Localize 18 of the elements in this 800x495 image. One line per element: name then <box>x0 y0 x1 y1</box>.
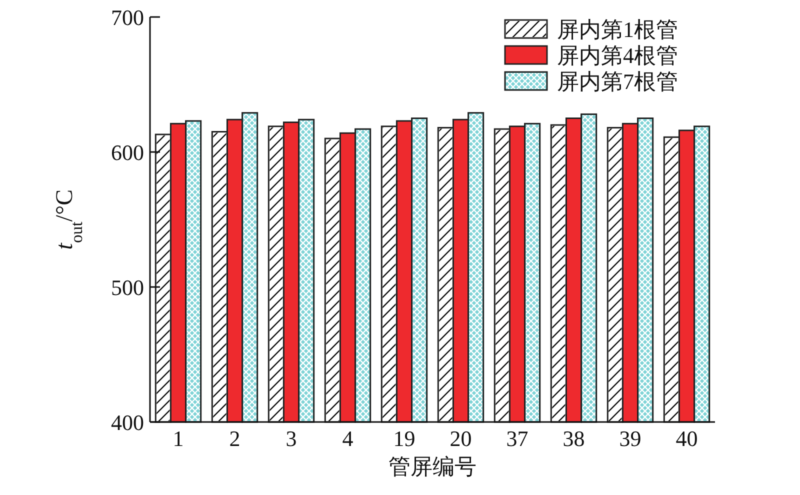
y-tick-label: 600 <box>111 140 144 165</box>
y-tick-label: 400 <box>111 410 144 435</box>
x-tick-label: 4 <box>342 426 354 451</box>
x-tick-label: 3 <box>286 426 297 451</box>
x-axis-title: 管屏编号 <box>388 454 476 479</box>
y-tick-label: 500 <box>111 275 144 300</box>
x-tick-label: 19 <box>393 426 416 451</box>
x-tick-label: 2 <box>229 426 240 451</box>
x-tick-label: 20 <box>450 426 472 451</box>
legend-label: 屏内第4根管 <box>557 43 678 68</box>
x-tick-label: 38 <box>562 426 585 451</box>
legend-label: 屏内第7根管 <box>557 69 678 94</box>
legend-label: 屏内第1根管 <box>557 17 678 42</box>
y-tick-label: 700 <box>111 5 144 30</box>
x-tick-label: 37 <box>506 426 528 451</box>
x-tick-label: 40 <box>676 426 698 451</box>
x-tick-label: 1 <box>172 426 184 451</box>
x-tick-label: 39 <box>619 426 642 451</box>
